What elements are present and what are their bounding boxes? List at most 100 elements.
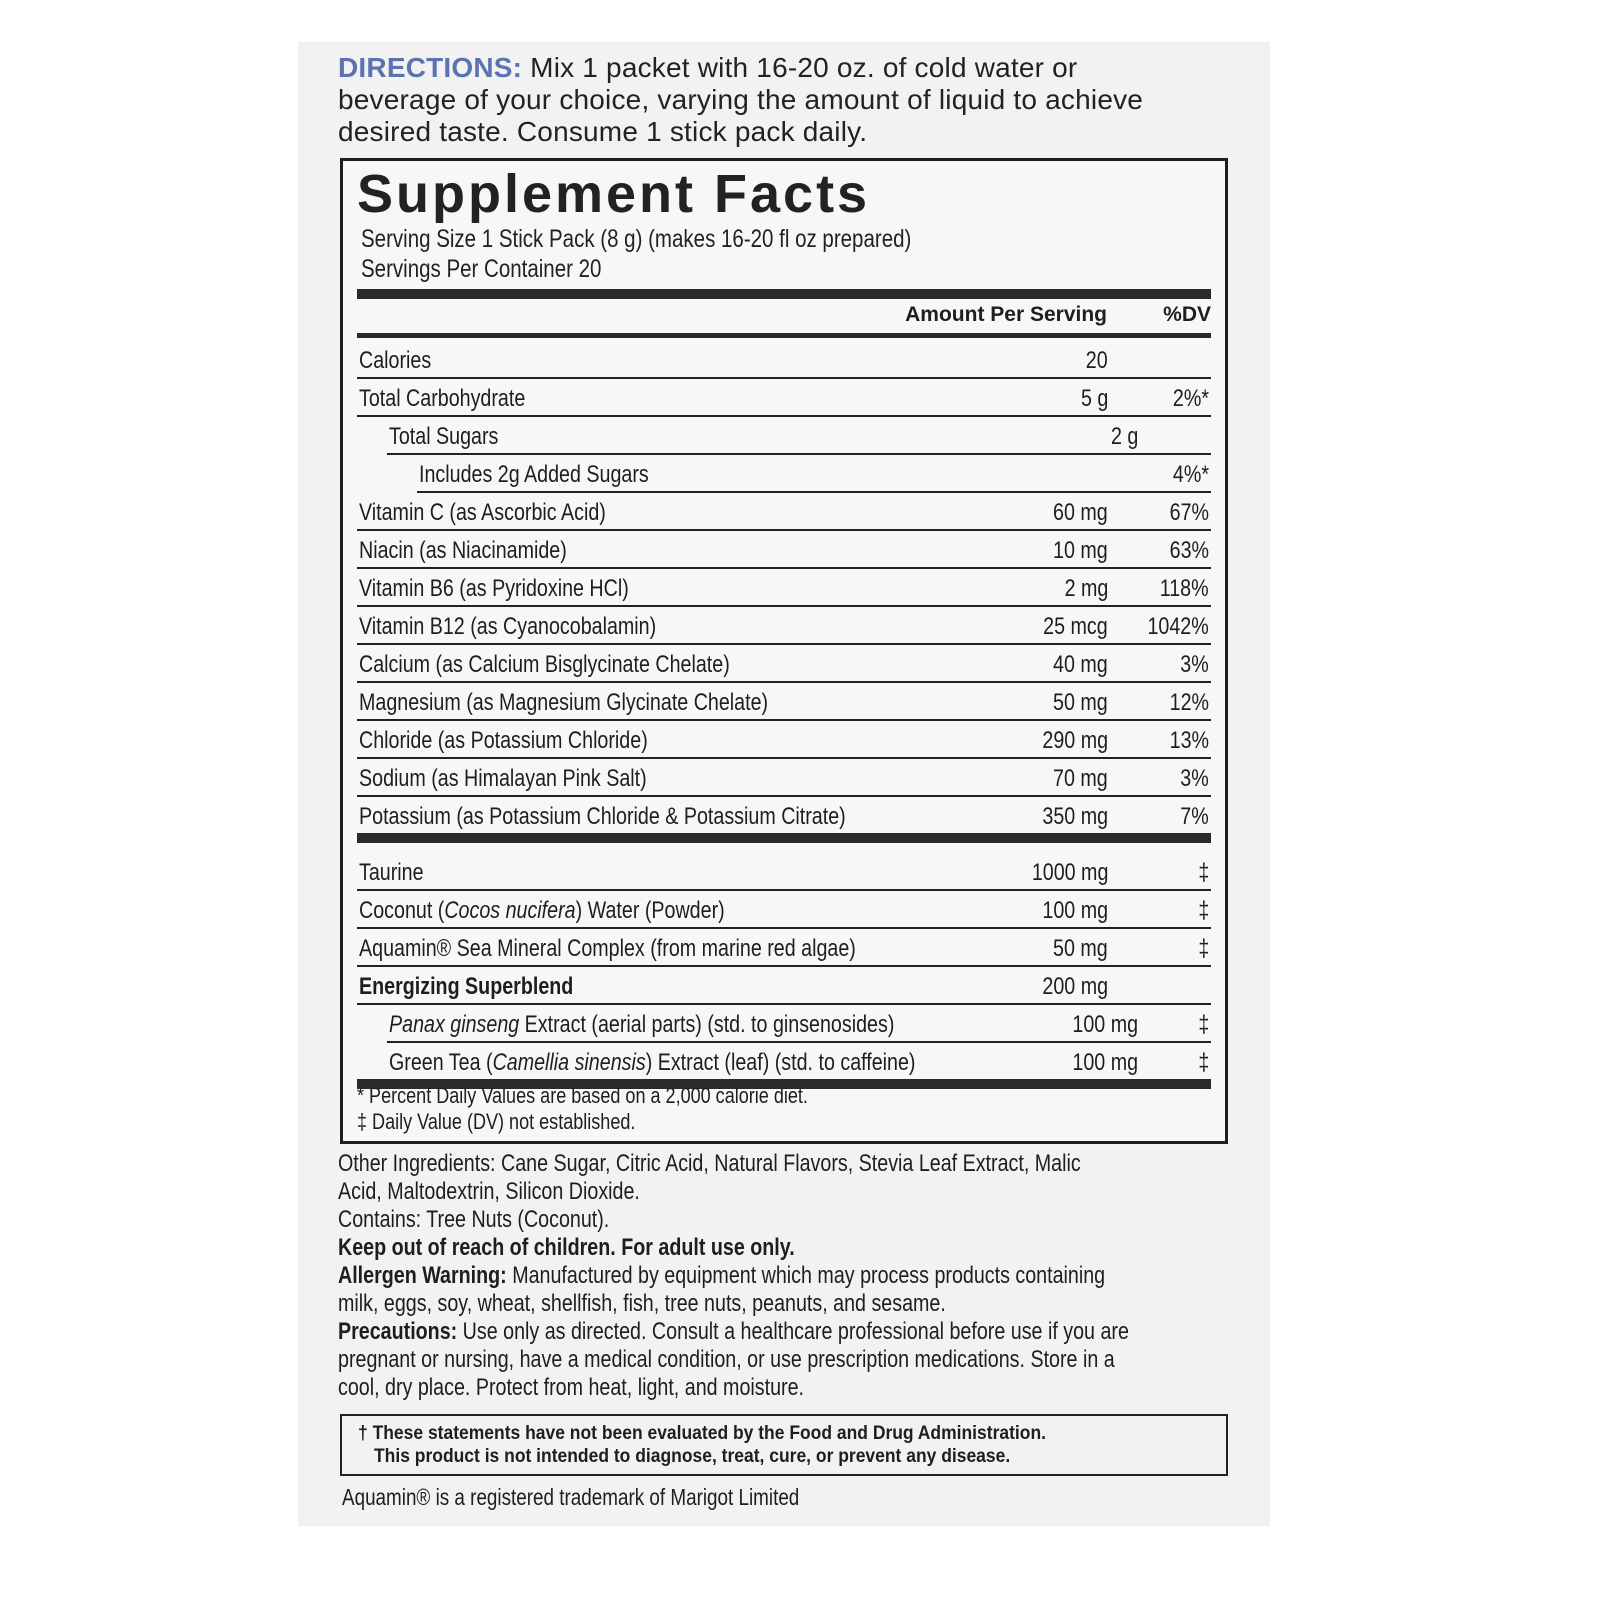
nutrient-name-text: Total Sugars [389,423,499,450]
directions-line: desired taste. Consume 1 stick pack dail… [338,116,868,147]
daily-value: 3% [1180,765,1209,792]
footnote-not-established: ‡ Daily Value (DV) not established. [357,1109,636,1134]
nutrient-name-text: Potassium (as Potassium Chloride & Potas… [359,803,846,830]
nutrient-name-text: Niacin (as Niacinamide) [359,537,567,564]
nutrient-name-text: Sodium (as Himalayan Pink Salt) [359,765,647,792]
amount-per-serving: 1000 mg [1031,859,1108,886]
nutrient-name: Energizing Superblend [359,973,573,1001]
nutrient-row: Potassium (as Potassium Chloride & Potas… [357,797,1211,833]
nutrient-row: Taurine 1000 mg ‡ [357,853,1211,891]
nutrient-name-text: Includes 2g Added Sugars [419,461,649,488]
daily-value: 118% [1160,575,1209,602]
panel-title: Supplement Facts [357,164,871,224]
daily-value: 1042% [1147,613,1209,640]
daily-value: ‡ [1198,897,1209,924]
nutrient-name-text: Total Carbohydrate [359,385,526,412]
divider-medium [357,333,1211,338]
other-ingredients: Acid, Maltodextrin, Silicon Dioxide. [338,1178,640,1205]
col-amount-header: Amount Per Serving [905,303,1107,326]
nutrient-row: Calories 20 [357,341,1211,379]
amount-per-serving: 290 mg [1042,727,1108,754]
allergen-text: Manufactured by equipment which may proc… [506,1262,1106,1289]
daily-value: 13% [1169,727,1209,754]
precautions-text: Use only as directed. Consult a healthca… [457,1318,1129,1345]
nutrient-name-text: Green Tea ( [389,1049,493,1076]
nutrient-name: Potassium (as Potassium Chloride & Potas… [359,803,846,831]
directions-line: beverage of your choice, varying the amo… [338,84,1144,115]
divider-thick [357,833,1211,843]
amount-per-serving: 100 mg [1042,897,1108,924]
amount-per-serving: 70 mg [1053,765,1108,792]
nutrient-row: Total Sugars 2 g [387,417,1211,455]
amount-per-serving: 50 mg [1053,935,1108,962]
nutrient-name: Total Sugars [389,423,498,451]
amount-per-serving: 2 g [1110,423,1138,450]
daily-value: ‡ [1198,935,1209,962]
trademark-notice: Aquamin® is a registered trademark of Ma… [342,1484,800,1510]
nutrient-name: Panax ginseng Extract (aerial parts) (st… [389,1011,894,1039]
nutrient-row: Magnesium (as Magnesium Glycinate Chelat… [357,683,1211,721]
nutrient-row: Total Carbohydrate 5 g 2%* [357,379,1211,417]
contains-statement: Contains: Tree Nuts (Coconut). [338,1206,610,1233]
nutrient-row: Energizing Superblend 200 mg [357,967,1211,1005]
directions-line: Mix 1 packet with 16-20 oz. of cold wate… [522,52,1078,83]
daily-value: 67% [1169,499,1209,526]
daily-value: 2%* [1172,385,1209,412]
precautions-label: Precautions: [338,1318,458,1345]
nutrient-name: Includes 2g Added Sugars [419,461,649,489]
daily-value: 7% [1180,803,1209,830]
amount-per-serving: 40 mg [1053,651,1108,678]
nutrient-name-text: Magnesium (as Magnesium Glycinate Chelat… [359,689,769,716]
nutrient-row: Niacin (as Niacinamide) 10 mg 63% [357,531,1211,569]
daily-value: 63% [1169,537,1209,564]
nutrient-name-italic: Panax ginseng [389,1011,520,1038]
daily-value: ‡ [1198,1049,1209,1076]
amount-per-serving: 2 mg [1064,575,1108,602]
fda-line: This product is not intended to diagnose… [374,1446,1011,1467]
nutrient-name-text: ) Water (Powder) [575,897,725,924]
amount-per-serving: 5 g [1080,385,1108,412]
directions: DIRECTIONS: Mix 1 packet with 16-20 oz. … [338,52,1238,148]
nutrient-name: Coconut (Cocos nucifera) Water (Powder) [359,897,725,925]
amount-per-serving: 50 mg [1053,689,1108,716]
directions-label: DIRECTIONS: [338,52,523,83]
fda-line: † These statements have not been evaluat… [358,1423,1047,1444]
daily-value: 12% [1169,689,1209,716]
nutrient-row: Vitamin B12 (as Cyanocobalamin) 25 mcg 104… [357,607,1211,645]
divider-thick [357,1079,1211,1089]
amount-per-serving: 100 mg [1072,1011,1138,1038]
amount-per-serving: 25 mcg [1043,613,1108,640]
nutrient-name-text: Calories [359,347,432,374]
nutrient-name: Total Carbohydrate [359,385,525,413]
nutrient-name-text: Coconut ( [359,897,445,924]
other-ingredients: Other Ingredients: Cane Sugar, Citric Ac… [338,1150,1081,1177]
nutrient-name: Aquamin® Sea Mineral Complex (from marin… [359,935,856,963]
keep-out-warning: Keep out of reach of children. For adult… [338,1234,795,1261]
nutrient-name: Vitamin B6 (as Pyridoxine HCl) [359,575,629,603]
nutrient-name: Calcium (as Calcium Bisglycinate Chelate… [359,651,730,679]
footnote-dv: * Percent Daily Values are based on a 2,… [357,1083,808,1108]
nutrient-name-text: Chloride (as Potassium Chloride) [359,727,648,754]
nutrient-name: Magnesium (as Magnesium Glycinate Chelat… [359,689,768,717]
allergen-label: Allergen Warning: [338,1262,507,1289]
divider-thick [357,289,1211,299]
nutrient-name-text: Vitamin B6 (as Pyridoxine HCl) [359,575,629,602]
nutrient-name: Green Tea (Camellia sinensis) Extract (l… [389,1049,915,1077]
facts-table: Calories 20 Total Carbohydrate 5 g 2%* Total … [357,341,1211,1099]
fda-disclaimer: † These statements have not been evaluat… [340,1414,1228,1476]
allergen-text: milk, eggs, soy, wheat, shellfish, fish,… [338,1290,946,1317]
nutrient-row: Panax ginseng Extract (aerial parts) (st… [387,1005,1211,1043]
nutrient-name-text: Vitamin C (as Ascorbic Acid) [359,499,606,526]
nutrient-name-text: Energizing Superblend [359,973,574,1000]
supplement-facts-panel: Supplement Facts Serving Size 1 Stick Pa… [340,158,1228,1144]
nutrient-name-text: Taurine [359,859,424,886]
nutrient-row: Coconut (Cocos nucifera) Water (Powder) 1… [357,891,1211,929]
daily-value: ‡ [1198,1011,1209,1038]
amount-per-serving: 20 [1086,347,1108,374]
serving-size: Serving Size 1 Stick Pack (8 g) (makes 1… [361,225,912,253]
nutrient-name: Niacin (as Niacinamide) [359,537,567,565]
nutrient-name: Sodium (as Himalayan Pink Salt) [359,765,647,793]
nutrient-row: Green Tea (Camellia sinensis) Extract (l… [387,1043,1211,1079]
nutrient-name: Calories [359,347,431,375]
daily-value: 4%* [1172,461,1209,488]
